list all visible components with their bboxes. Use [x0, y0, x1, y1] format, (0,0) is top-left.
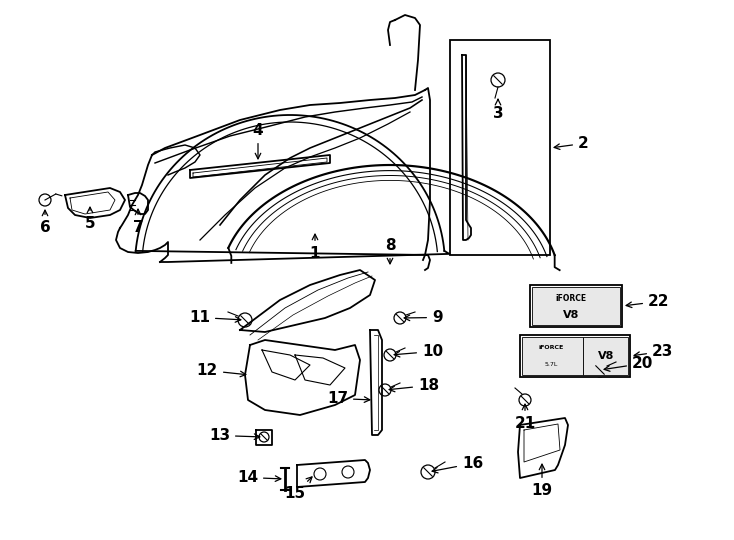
- Text: V8: V8: [563, 310, 580, 320]
- Text: 7: 7: [133, 209, 143, 235]
- Text: 9: 9: [404, 310, 443, 325]
- Text: 2: 2: [554, 136, 589, 151]
- FancyBboxPatch shape: [583, 337, 628, 375]
- Text: 16: 16: [432, 456, 483, 473]
- Text: 1: 1: [310, 234, 320, 261]
- Text: V8: V8: [597, 351, 614, 361]
- Text: 23: 23: [634, 344, 673, 359]
- Text: 22: 22: [626, 294, 669, 309]
- Text: 17: 17: [327, 391, 370, 406]
- Text: 18: 18: [389, 378, 439, 393]
- Text: 3: 3: [493, 99, 504, 121]
- Text: 14: 14: [237, 470, 281, 485]
- Text: 20: 20: [604, 356, 653, 372]
- Text: iFORCE: iFORCE: [538, 345, 564, 350]
- Text: 5: 5: [84, 207, 95, 231]
- Text: 13: 13: [209, 428, 260, 443]
- Text: 10: 10: [394, 344, 443, 359]
- Text: 21: 21: [515, 404, 536, 431]
- FancyBboxPatch shape: [522, 337, 583, 375]
- Text: 15: 15: [285, 477, 312, 501]
- FancyBboxPatch shape: [450, 40, 550, 255]
- Text: 5.7L: 5.7L: [544, 362, 558, 367]
- Text: 4: 4: [252, 123, 264, 159]
- FancyBboxPatch shape: [532, 287, 620, 325]
- FancyBboxPatch shape: [520, 335, 630, 377]
- Text: iFORCE: iFORCE: [556, 294, 587, 303]
- Text: 11: 11: [189, 310, 241, 325]
- Text: 19: 19: [531, 464, 553, 498]
- FancyBboxPatch shape: [530, 285, 622, 327]
- Text: 6: 6: [40, 210, 51, 235]
- Text: 12: 12: [197, 363, 246, 378]
- Text: 8: 8: [385, 238, 396, 264]
